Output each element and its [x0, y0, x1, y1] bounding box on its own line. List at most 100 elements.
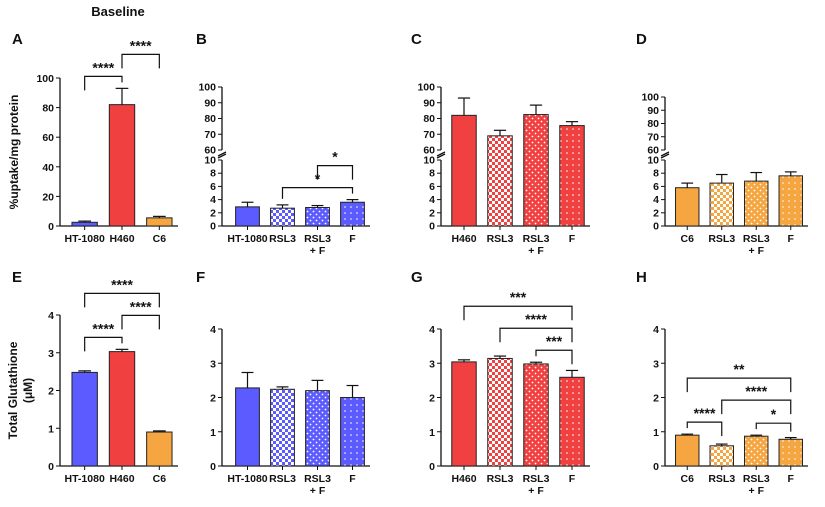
y-tick-label: 60 [423, 145, 435, 157]
y-tick-label: 4 [653, 324, 659, 336]
significance-label: **** [111, 276, 133, 292]
bar [146, 217, 173, 227]
x-tick-label: RSL3 [708, 473, 735, 485]
y-tick-label: 100 [417, 82, 435, 94]
y-tick-label: 4 [210, 324, 216, 336]
bar [559, 376, 585, 467]
panel-label: A [12, 31, 23, 48]
significance-bracket [121, 53, 160, 69]
y-tick-label: 0 [210, 221, 216, 233]
y-tick-label: 10 [647, 155, 659, 167]
y-tick-label: 70 [204, 129, 216, 141]
significance-bracket [535, 349, 573, 365]
significance-label: ** [734, 361, 745, 377]
y-tick-label: 8 [429, 168, 435, 180]
y-tick-label: 6 [653, 181, 659, 193]
significance-label: * [332, 149, 338, 165]
y-axis-label: %uptake/mg protein [7, 95, 21, 210]
y-tick-label: 4 [429, 324, 435, 336]
x-tick-label: C6 [153, 233, 167, 245]
panel-label: F [196, 269, 205, 286]
x-tick-label: HT-1080 [227, 233, 267, 245]
y-tick-label: 6 [210, 181, 216, 193]
panel-label: G [411, 269, 423, 286]
significance-bracket [316, 165, 354, 180]
significance-bracket [721, 399, 792, 415]
x-tick-label: RSL3 [269, 233, 296, 245]
y-tick-label: 6 [429, 181, 435, 193]
bar [270, 388, 295, 467]
y-tick-label: 10 [423, 155, 435, 167]
y-tick-label: 60 [204, 145, 216, 157]
y-tick-label: 80 [423, 113, 435, 125]
y-tick-label: 100 [36, 73, 54, 85]
x-tick-label: RSL3 [708, 233, 735, 245]
y-tick-label: 8 [653, 168, 659, 180]
y-tick-label: 8 [210, 168, 216, 180]
panel-label: E [12, 269, 22, 286]
x-tick-label: F [349, 473, 356, 485]
x-tick-label: F [349, 233, 356, 245]
bar [744, 180, 769, 227]
panel-label: B [196, 31, 207, 48]
bar [523, 114, 549, 227]
y-tick-label: 3 [429, 358, 435, 370]
y-tick-label: 90 [647, 105, 659, 117]
y-tick-label: 3 [210, 358, 216, 370]
x-tick-label: H460 [109, 233, 134, 245]
x-tick-label: H460 [451, 233, 476, 245]
axis-break-mark [436, 151, 446, 157]
y-tick-label: 3 [48, 348, 54, 360]
y-tick-label: 0 [429, 461, 435, 473]
y-tick-label: 1 [653, 427, 659, 439]
y-tick-label: 0 [48, 221, 54, 233]
x-tick-label: C6 [681, 473, 695, 485]
bar [487, 135, 513, 227]
significance-label: **** [92, 320, 114, 336]
y-tick-label: 2 [210, 207, 216, 219]
y-tick-label: 40 [42, 162, 54, 174]
y-tick-label: 4 [653, 194, 659, 206]
y-tick-label: 1 [210, 427, 216, 439]
y-tick-label: 1 [429, 427, 435, 439]
significance-bracket [281, 187, 354, 199]
y-tick-label: 2 [429, 393, 435, 405]
bar [71, 221, 98, 227]
y-tick-label: 0 [653, 221, 659, 233]
significance-bracket [84, 75, 123, 91]
bar [487, 357, 513, 467]
x-tick-label: C6 [681, 233, 695, 245]
y-tick-label: 100 [198, 82, 216, 94]
bar [270, 207, 295, 227]
bar [709, 445, 734, 467]
significance-label: *** [510, 289, 527, 305]
x-tick-label: HT-1080 [65, 473, 105, 485]
bar [108, 104, 136, 227]
y-tick-label: 2 [210, 393, 216, 405]
y-tick-label: 90 [423, 97, 435, 109]
significance-label: * [771, 406, 777, 422]
y-tick-label: 60 [647, 145, 659, 157]
axis-break-mark [660, 153, 670, 159]
y-tick-label: 2 [653, 207, 659, 219]
bar [744, 435, 769, 467]
significance-bracket [755, 422, 792, 432]
x-tick-label: RSL3 + F [523, 473, 550, 497]
y-tick-label: 2 [429, 207, 435, 219]
bar [340, 397, 365, 467]
x-tick-label: F [788, 233, 795, 245]
significance-label: **** [694, 405, 716, 421]
x-tick-label: RSL3 + F [523, 233, 550, 257]
x-tick-label: HT-1080 [65, 233, 105, 245]
significance-bracket [84, 336, 123, 352]
x-tick-label: F [569, 473, 576, 485]
significance-bracket [463, 305, 573, 321]
bar [305, 390, 330, 467]
bar [559, 125, 585, 227]
y-tick-label: 2 [653, 393, 659, 405]
y-tick-label: 70 [647, 131, 659, 143]
y-tick-label: 80 [42, 103, 54, 115]
